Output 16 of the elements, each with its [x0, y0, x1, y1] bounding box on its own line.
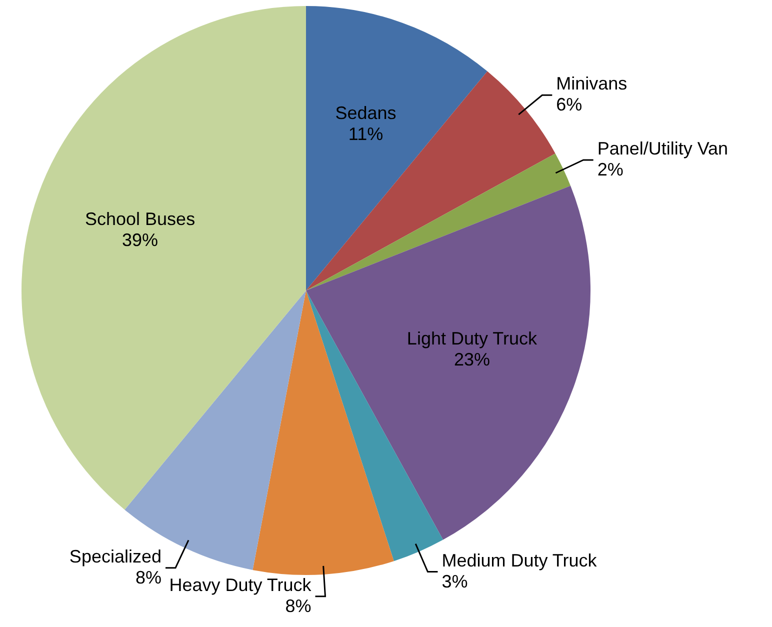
data-label: 39% [122, 230, 158, 250]
slice-label: School Buses [85, 209, 196, 230]
slice-label: Light Duty Truck [406, 328, 538, 349]
data-label: 23% [454, 350, 490, 370]
data-label: 8% [285, 596, 312, 616]
slice-label: Panel/Utility Van [597, 138, 728, 158]
slice-label: Minivans [556, 74, 628, 94]
slice-label: Heavy Duty Truck [169, 574, 312, 595]
data-label: 6% [556, 94, 582, 115]
data-label: 11% [348, 124, 384, 144]
data-label: 8% [135, 567, 162, 588]
slice-label: Specialized [69, 546, 162, 566]
data-label: 3% [442, 571, 468, 592]
slice-label: Medium Duty Truck [442, 550, 598, 570]
data-label: 2% [597, 159, 624, 180]
slice-label: Sedans [335, 103, 396, 124]
